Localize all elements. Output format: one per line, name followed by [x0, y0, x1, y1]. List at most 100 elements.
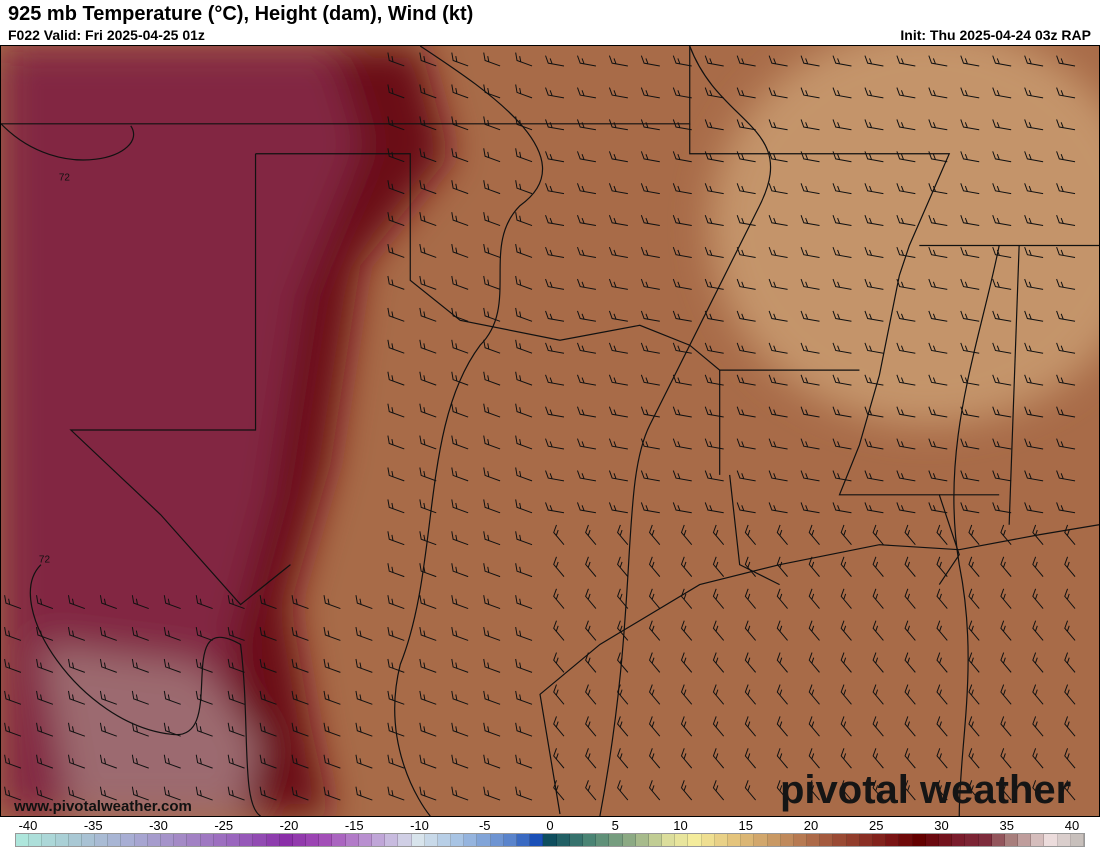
wind-barb: [323, 722, 341, 737]
wind-barb: [451, 722, 469, 737]
wind-barb: [608, 87, 628, 99]
wind-barb: [872, 556, 884, 577]
wind-barb: [960, 374, 980, 386]
wind-barb: [832, 55, 852, 67]
wind-barb: [608, 470, 628, 482]
colorbar-swatch: [81, 834, 96, 846]
wind-barb: [832, 119, 852, 131]
wind-barb: [227, 754, 245, 769]
weather-map[interactable]: 72 72: [0, 45, 1100, 817]
wind-barb: [67, 786, 86, 801]
wind-barbs: [4, 52, 1076, 801]
wind-barb: [736, 502, 756, 514]
wind-barb: [36, 658, 54, 673]
colorbar-swatch: [912, 834, 926, 846]
wind-barb: [736, 406, 756, 418]
wind-barb: [864, 502, 884, 514]
wind-barb: [992, 278, 1012, 290]
wind-barb: [1064, 684, 1076, 705]
wind-barb: [67, 658, 86, 673]
wind-barb: [864, 438, 884, 450]
wind-barb: [545, 406, 565, 418]
wind-barb: [872, 524, 884, 546]
wind-barb: [608, 438, 628, 450]
wind-barb: [1056, 310, 1076, 322]
wind-barb: [1032, 588, 1044, 609]
colorbar-swatch: [108, 834, 122, 846]
wind-barb: [832, 438, 852, 450]
wind-barb: [800, 374, 820, 386]
wind-barb: [483, 52, 501, 67]
wind-barb: [712, 524, 725, 546]
wind-barb: [832, 87, 852, 99]
wind-barb: [736, 246, 756, 258]
wind-barb: [36, 786, 54, 801]
colorbar-swatch: [530, 834, 544, 846]
wind-barb: [672, 406, 692, 418]
wind-barb: [968, 556, 980, 577]
wind-barb: [648, 716, 661, 737]
colorbar-swatch: [543, 834, 557, 846]
wind-barb: [1056, 151, 1076, 163]
wind-barb: [992, 374, 1012, 386]
wind-barb: [768, 406, 788, 418]
wind-barb: [672, 183, 692, 195]
wind-barb: [1032, 716, 1044, 737]
colorbar-swatch: [240, 834, 254, 846]
wind-barb: [896, 278, 916, 290]
wind-barb: [419, 595, 437, 610]
wind-barb: [808, 652, 820, 673]
wind-barb: [704, 278, 724, 290]
wind-barb: [515, 275, 533, 290]
wind-barb: [840, 684, 852, 705]
wind-barb: [608, 55, 628, 67]
wind-barb: [864, 151, 884, 163]
colorbar-swatch: [714, 834, 728, 846]
wind-barb: [960, 55, 980, 67]
wind-barb: [1056, 278, 1076, 290]
wind-barb: [704, 246, 724, 258]
wind-barb: [712, 652, 725, 673]
wind-barb: [1056, 502, 1076, 514]
wind-barb: [259, 722, 277, 737]
wind-barb: [960, 470, 980, 482]
wind-barb: [515, 690, 533, 705]
wind-barb: [36, 595, 54, 610]
wind-barb: [576, 119, 597, 131]
colorbar-swatch: [1031, 834, 1045, 846]
wind-barb: [672, 502, 692, 514]
wind-barb: [515, 52, 533, 67]
colorbar-swatch: [688, 834, 702, 846]
wind-barb: [291, 722, 309, 737]
wind-barb: [1032, 556, 1044, 577]
colorbar-swatch: [68, 834, 82, 846]
colorbar-tick-label: 15: [738, 818, 753, 833]
colorbar-tick-label: 20: [803, 818, 819, 833]
wind-barb: [872, 652, 884, 673]
wind-barb: [617, 620, 629, 641]
wind-barb: [419, 722, 437, 737]
wind-barb: [808, 780, 820, 801]
wind-barb: [545, 502, 565, 514]
wind-barb: [36, 626, 54, 641]
colorbar-swatch: [253, 834, 267, 846]
wind-barb: [387, 563, 405, 578]
wind-barb: [1024, 310, 1044, 322]
wind-barb: [419, 499, 437, 514]
wind-barb: [227, 658, 245, 673]
colorbar-swatch: [424, 834, 438, 846]
colorbar-swatch: [991, 834, 1005, 846]
wind-barb: [704, 502, 724, 514]
wind-barb: [545, 310, 565, 322]
wind-barb: [864, 310, 884, 322]
wind-barb: [585, 684, 597, 705]
wind-barb: [1056, 183, 1076, 195]
wind-barb: [387, 658, 405, 673]
wind-barb: [704, 470, 724, 482]
colorbar-swatch: [437, 834, 452, 846]
colorbar-swatch: [358, 834, 372, 846]
wind-barb: [1024, 87, 1044, 99]
wind-barb: [928, 470, 948, 482]
wind-barb: [800, 438, 820, 450]
wind-barb: [387, 148, 405, 163]
